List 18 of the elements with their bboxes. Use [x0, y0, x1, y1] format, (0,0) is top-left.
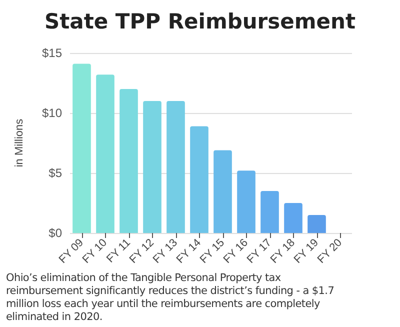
bar	[143, 101, 162, 233]
y-axis-title: in Millions	[14, 118, 26, 168]
bar	[260, 191, 279, 233]
bar	[190, 126, 208, 233]
y-tick-label: $15	[42, 46, 62, 60]
bar	[96, 74, 114, 233]
y-tick-label: $0	[48, 226, 62, 240]
bar	[284, 203, 302, 233]
y-tick-label: $5	[48, 166, 62, 180]
bar	[237, 170, 256, 233]
text: Ohio’s elimination of the Tangible Personal Property tax reimbursement significantly reduces the district’s funding - a $1.7 million loss each year until the reimbursements are completely eliminated in 2020.	[6, 272, 336, 324]
bar	[120, 89, 138, 233]
bar	[308, 215, 326, 233]
bar	[166, 101, 185, 233]
bar	[214, 150, 232, 233]
y-tick-label: $10	[42, 106, 62, 120]
chart-title: State TPP Reimbursement	[44, 10, 356, 34]
bar	[72, 64, 91, 233]
